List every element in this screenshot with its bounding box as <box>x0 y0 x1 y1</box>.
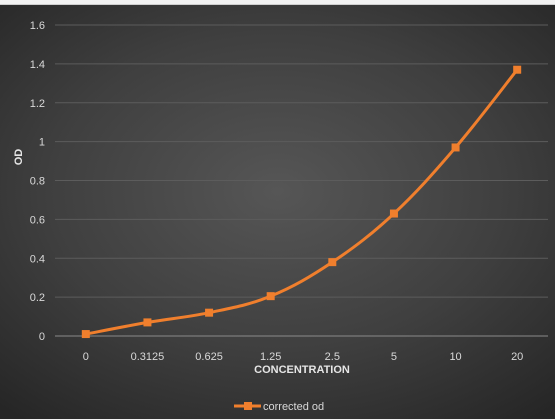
x-tick-label: 2.5 <box>325 351 340 363</box>
gridlines <box>55 24 548 337</box>
x-tick-label: 0.625 <box>195 351 223 363</box>
y-tick-label: 0.2 <box>30 292 45 304</box>
x-tick-label: 10 <box>449 351 461 363</box>
y-tick-label: 1.6 <box>30 20 45 32</box>
y-tick-label: 0.6 <box>30 214 45 226</box>
x-tick-label: 1.25 <box>260 351 281 363</box>
data-point-marker <box>328 258 337 267</box>
x-tick-label: 5 <box>391 351 397 363</box>
data-point-marker <box>143 318 152 327</box>
legend-square-marker <box>244 402 252 410</box>
y-tick-label: 1 <box>39 137 45 149</box>
x-tick-label: 20 <box>511 351 523 363</box>
x-axis-title: CONCENTRATION <box>254 364 350 376</box>
y-tick-label: 0 <box>39 331 45 343</box>
data-point-marker <box>513 65 522 74</box>
legend-label: corrected od <box>263 401 324 413</box>
data-point-marker <box>205 308 214 317</box>
data-point-marker <box>266 292 275 301</box>
x-tick-label: 0 <box>83 351 89 363</box>
y-tick-label: 0.8 <box>30 176 45 188</box>
chart-area: 0 0.2 0.4 0.6 0.8 1 1.2 1.4 1.6 0 0.3125 0.625 1.25 2… <box>0 4 555 419</box>
y-tick-label: 0.4 <box>30 253 45 265</box>
x-tick-label: 0.3125 <box>131 351 165 363</box>
legend: corrected od <box>234 401 324 413</box>
y-axis-title: OD <box>13 149 25 166</box>
line-chart: 0 0.2 0.4 0.6 0.8 1 1.2 1.4 1.6 0 0.3125 0.625 1.25 2… <box>13 20 548 413</box>
axes: 0 0.2 0.4 0.6 0.8 1 1.2 1.4 1.6 0 0.3125 0.625 1.25 2… <box>30 20 524 363</box>
data-point-marker <box>389 209 398 218</box>
y-tick-label: 1.4 <box>30 59 45 71</box>
series-line <box>84 68 519 336</box>
y-tick-label: 1.2 <box>30 98 45 110</box>
data-point-marker <box>81 330 90 339</box>
series-layer <box>81 65 522 339</box>
data-point-marker <box>451 143 460 152</box>
